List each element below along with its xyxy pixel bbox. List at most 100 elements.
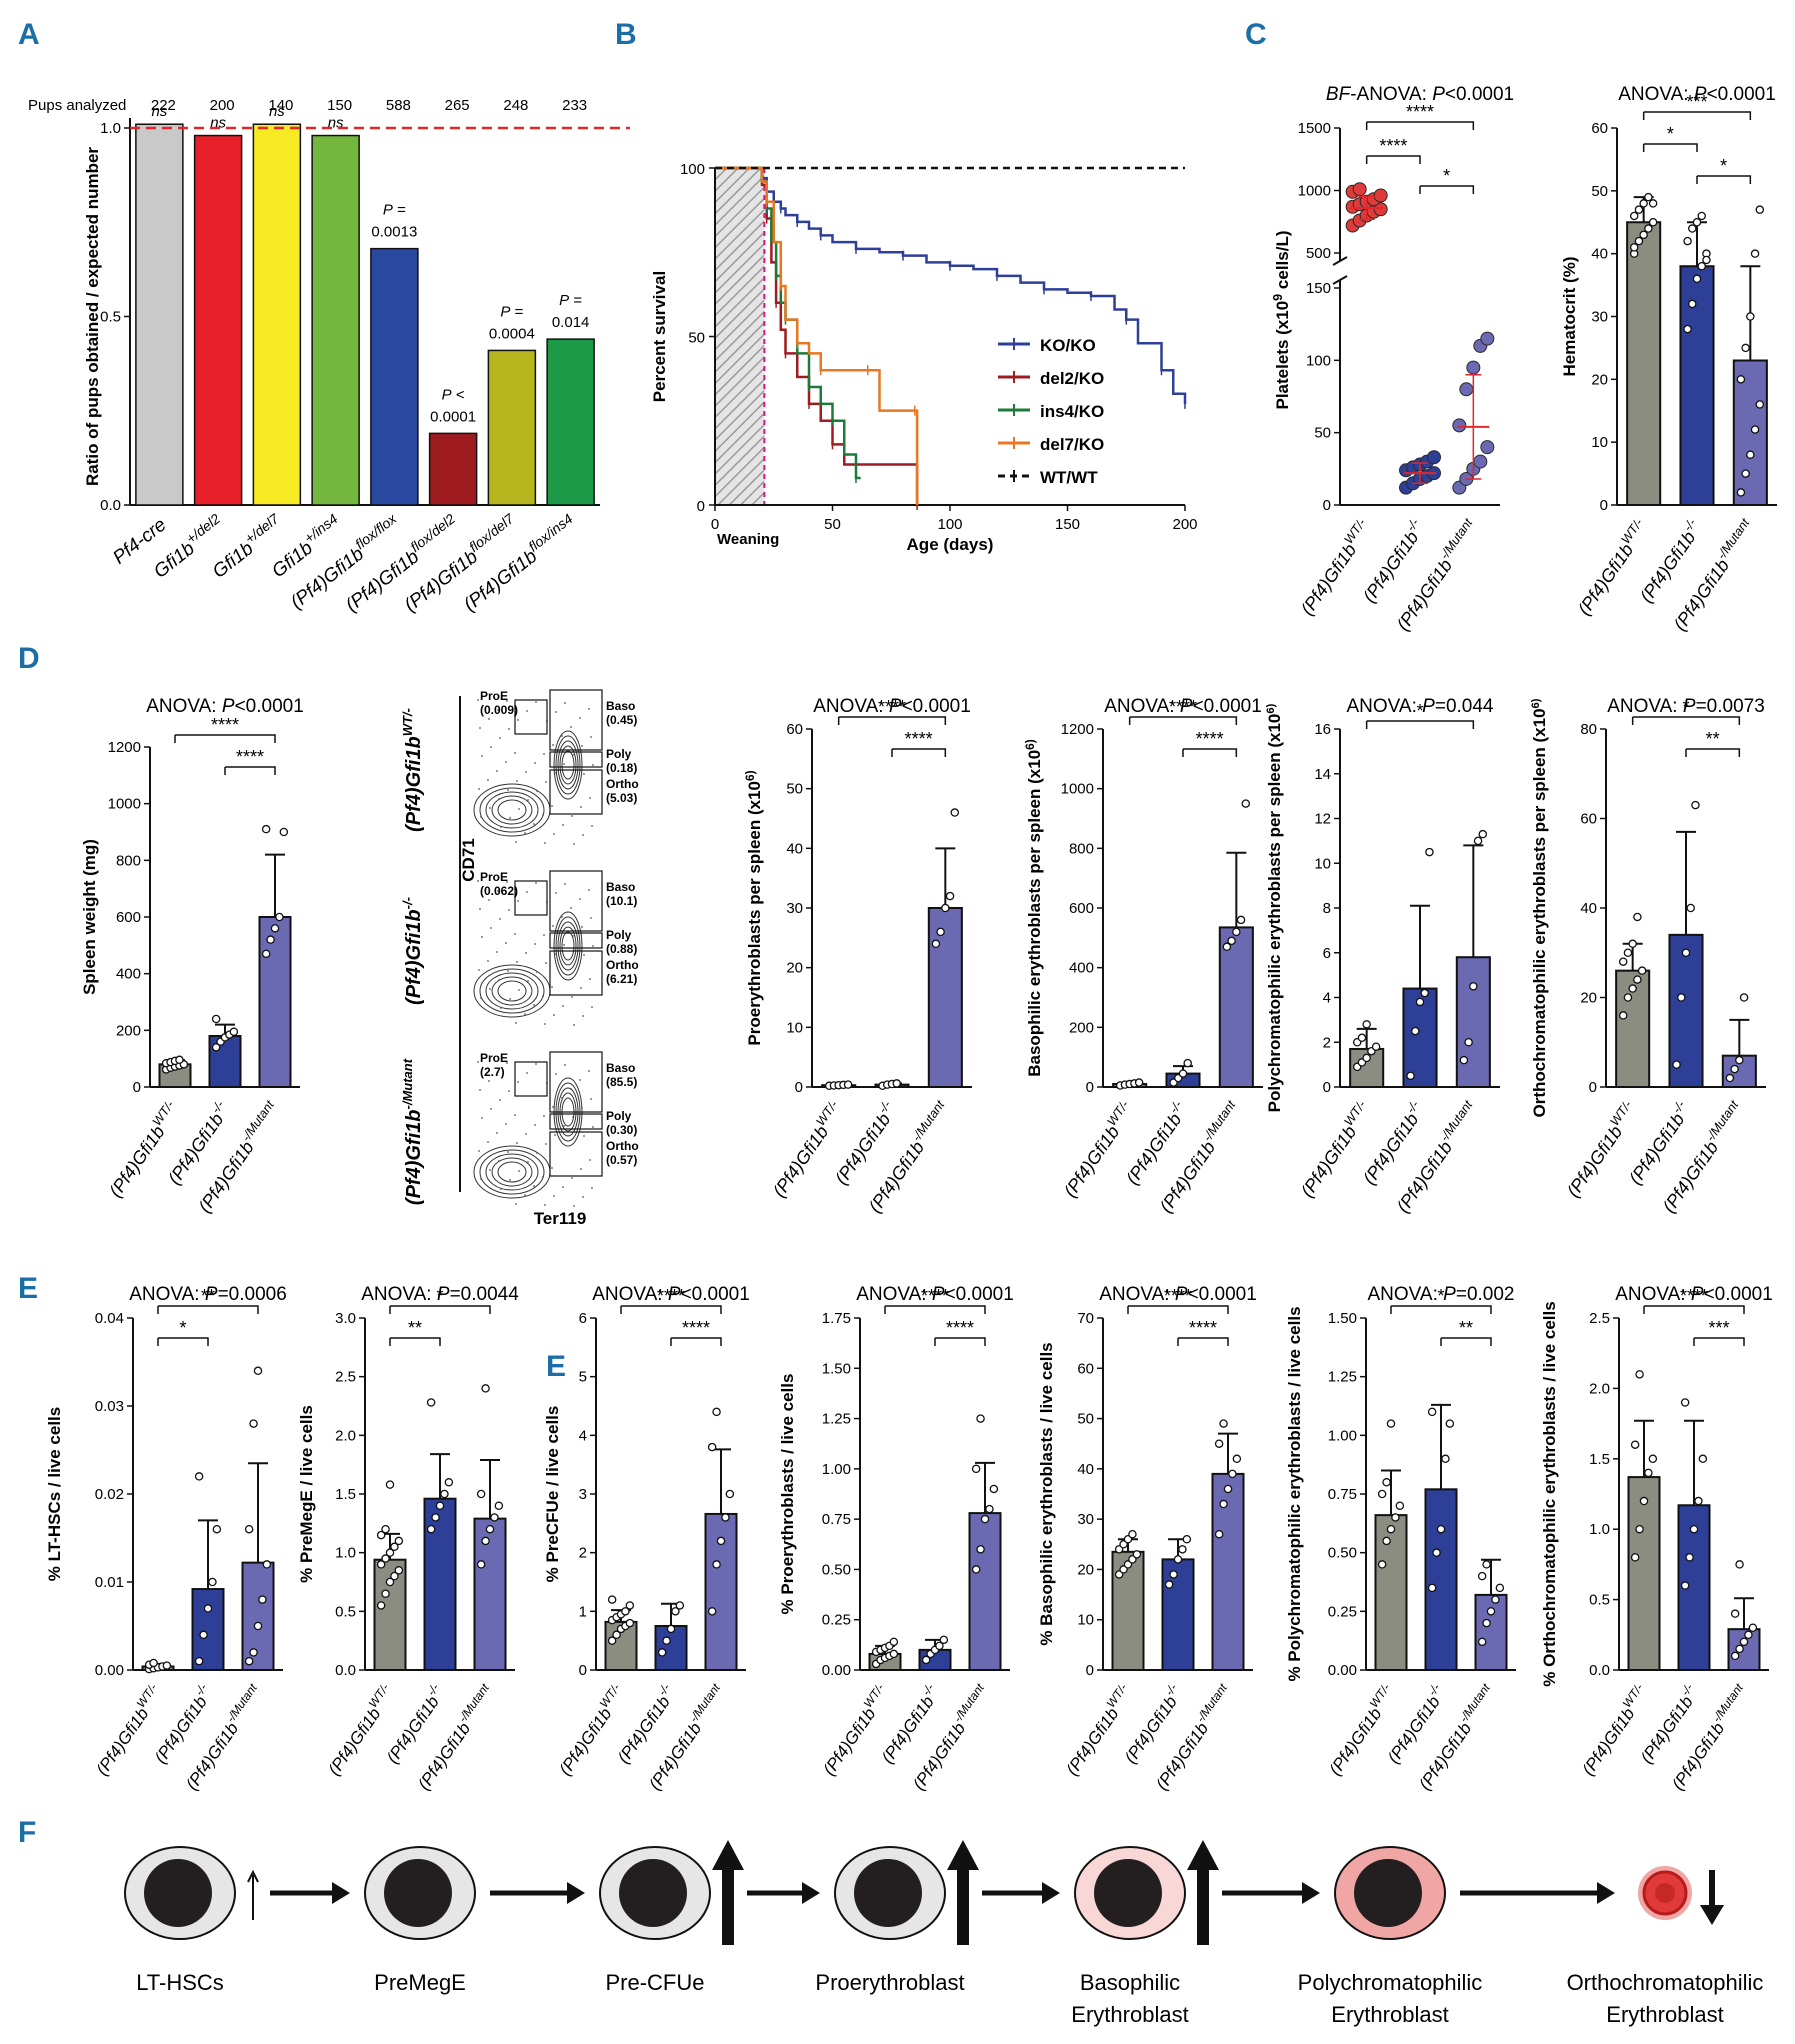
gate-value: (0.57) [606, 1153, 637, 1167]
event-dot [589, 1159, 591, 1161]
x-tick-label: 100 [937, 516, 962, 533]
event-dot [589, 797, 591, 799]
event-dot [489, 1169, 491, 1171]
data-point [1736, 488, 1746, 497]
y-tick-label: 40 [1591, 246, 1608, 263]
p-value: 0.0001 [430, 408, 476, 425]
y-tick-label: 20 [786, 960, 803, 977]
significance-bracket [1643, 1305, 1745, 1314]
bar [1626, 221, 1662, 506]
ylab-sup: 6) [743, 770, 757, 781]
y-tick-label: 0.0 [335, 1662, 356, 1679]
event-dot [517, 900, 519, 902]
ylab-text: Orthochromatophilic erythroblasts per sp… [1530, 708, 1549, 1117]
y-tick-label: 2.0 [335, 1427, 356, 1444]
event-dot [535, 1063, 537, 1065]
data-point [675, 1601, 685, 1610]
event-dot [500, 826, 502, 828]
tick-sup: -/Mutant [1703, 1098, 1741, 1144]
data-point [279, 827, 289, 837]
data-point [976, 1414, 985, 1423]
data-point [1178, 1545, 1187, 1554]
y-tick-label: 0 [579, 1662, 587, 1679]
data-point [203, 1604, 213, 1613]
y-axis-label: Platelets (x109 cells/L) [1271, 230, 1292, 409]
significance-bracket [891, 748, 947, 757]
panel-label: C [1245, 18, 1267, 51]
y-tick-label: 0.00 [822, 1662, 851, 1679]
title-p-value: =0.0006 [218, 1284, 287, 1305]
data-point [1134, 1078, 1144, 1087]
significance-stars: *** [1686, 92, 1707, 112]
event-dot [500, 1007, 502, 1009]
contour [557, 921, 579, 971]
y-tick-label: 40 [1077, 1461, 1094, 1478]
data-point [1382, 1478, 1391, 1487]
gate-value: (5.03) [606, 791, 637, 805]
x-tick-label: (Pf4)Gfi1bWT/- [766, 1098, 848, 1201]
x-tick-label: (Pf4)Gfi1bWT/- [1059, 1681, 1137, 1779]
event-dot [497, 709, 499, 711]
event-dot [478, 1150, 480, 1152]
gate-proe [514, 1061, 548, 1097]
gate-name: ProE [480, 1051, 508, 1065]
tick-sup: -/Mutant [455, 1681, 492, 1725]
y-tick-label: 0 [1323, 1079, 1331, 1096]
gate-name: Poly [606, 928, 632, 942]
significance-stars: **** [682, 1318, 710, 1338]
event-dot [496, 951, 498, 953]
data-point [1459, 1055, 1469, 1065]
y-tick-label: 10 [786, 1019, 803, 1036]
data-point [1630, 1440, 1640, 1449]
data-point [440, 1489, 449, 1499]
tick-sup: -/Mutant [1437, 516, 1475, 562]
event-dot [508, 909, 510, 911]
y-tick-label: 0.5 [1589, 1592, 1610, 1609]
p-value-label: P = [500, 303, 523, 320]
y-tick-label: 0 [697, 498, 705, 515]
y-tick-label: 60 [1580, 811, 1597, 828]
gate-ortho [549, 950, 603, 996]
contour [555, 916, 581, 976]
p-value-label: P < [442, 386, 465, 403]
data-point [175, 1055, 184, 1065]
event-dot [490, 1108, 492, 1110]
event-dot [477, 1061, 479, 1063]
title-text: ANOVA: [129, 1284, 205, 1305]
y-tick-label: 0 [795, 1079, 803, 1096]
title-p: P [1691, 1284, 1704, 1305]
event-dot [497, 1071, 499, 1073]
data-point [921, 1655, 931, 1665]
data-point [261, 824, 271, 834]
x-tick-label: (Pf4)Gfi1bWT/- [1560, 1098, 1642, 1201]
data-point [707, 1442, 717, 1452]
chart-E3: ANOVA: P<0.0001 0 1 2 3 4 5 6 % PreCFUe / live c… [543, 1284, 750, 1794]
data-point [381, 1589, 390, 1598]
event-dot [534, 762, 536, 764]
y-tick-label: 0.04 [95, 1310, 124, 1327]
event-dot [551, 986, 553, 988]
contour [559, 926, 577, 966]
event-dot [564, 1064, 566, 1066]
data-point [1750, 425, 1760, 434]
y-tick-label: 0.50 [822, 1561, 851, 1578]
significance-stars: **** [1406, 102, 1434, 122]
chart-title: ANOVA: P=0.0006 [129, 1284, 287, 1305]
stage-label-2: Erythroblast [1606, 2002, 1723, 2027]
event-dot [498, 1160, 500, 1162]
title-p-value: <0.0001 [902, 696, 971, 717]
x-tick-label: (Pf4)Gfi1bWT/- [89, 1681, 167, 1779]
data-point [376, 1560, 386, 1569]
data-point [950, 808, 960, 817]
bar [473, 1517, 507, 1672]
data-point [435, 1501, 445, 1510]
tick-text: (Pf4)Gfi1b [555, 1704, 615, 1778]
event-dot [515, 1022, 517, 1024]
data-point [381, 1554, 390, 1563]
event-dot [509, 998, 511, 1000]
event-dot [515, 841, 517, 843]
data-point [476, 1489, 486, 1499]
chart-D1: ANOVA: P<0.0001 0 200 400 600 800 1000 1200 Sple… [80, 696, 304, 1216]
data-point [1634, 205, 1644, 214]
data-point [1420, 988, 1429, 998]
